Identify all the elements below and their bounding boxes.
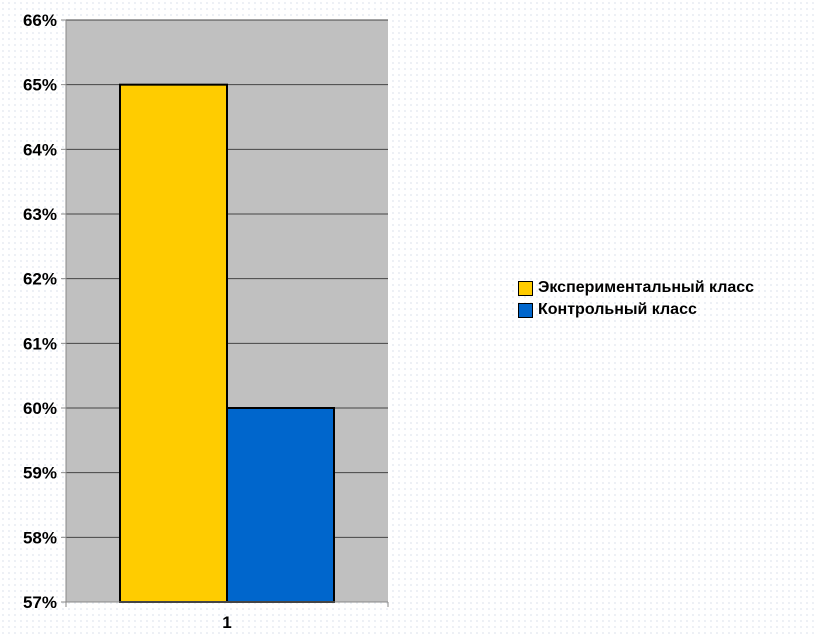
y-tick-label: 60%: [23, 399, 57, 418]
y-axis: 57% 58% 59% 60% 61% 62% 63% 64% 65% 66%: [23, 11, 66, 612]
legend-item-control: Контрольный класс: [518, 299, 754, 321]
legend-item-experimental: Экспериментальный класс: [518, 277, 754, 299]
y-tick-label: 66%: [23, 11, 57, 30]
bar-control: [226, 407, 335, 603]
y-tick-label: 63%: [23, 205, 57, 224]
y-tick-label: 62%: [23, 270, 57, 289]
legend-swatch-control: [518, 302, 533, 318]
y-tick-label: 57%: [23, 593, 57, 612]
y-tick-label: 61%: [23, 334, 57, 353]
legend: Экспериментальный класс Контрольный клас…: [518, 277, 754, 321]
legend-swatch-experimental: [518, 280, 533, 296]
x-axis: 1: [222, 613, 231, 632]
bars: [119, 83, 335, 603]
x-tick-label: 1: [222, 613, 231, 632]
legend-label-experimental: Экспериментальный класс: [538, 279, 755, 296]
y-tick-label: 59%: [23, 464, 57, 483]
y-tick-label: 64%: [23, 140, 57, 159]
legend-label-control: Контрольный класс: [538, 301, 697, 318]
y-tick-label: 58%: [23, 528, 57, 547]
axes: [65, 20, 389, 607]
y-tick-label: 65%: [23, 76, 57, 95]
bar-experimental: [119, 83, 228, 603]
